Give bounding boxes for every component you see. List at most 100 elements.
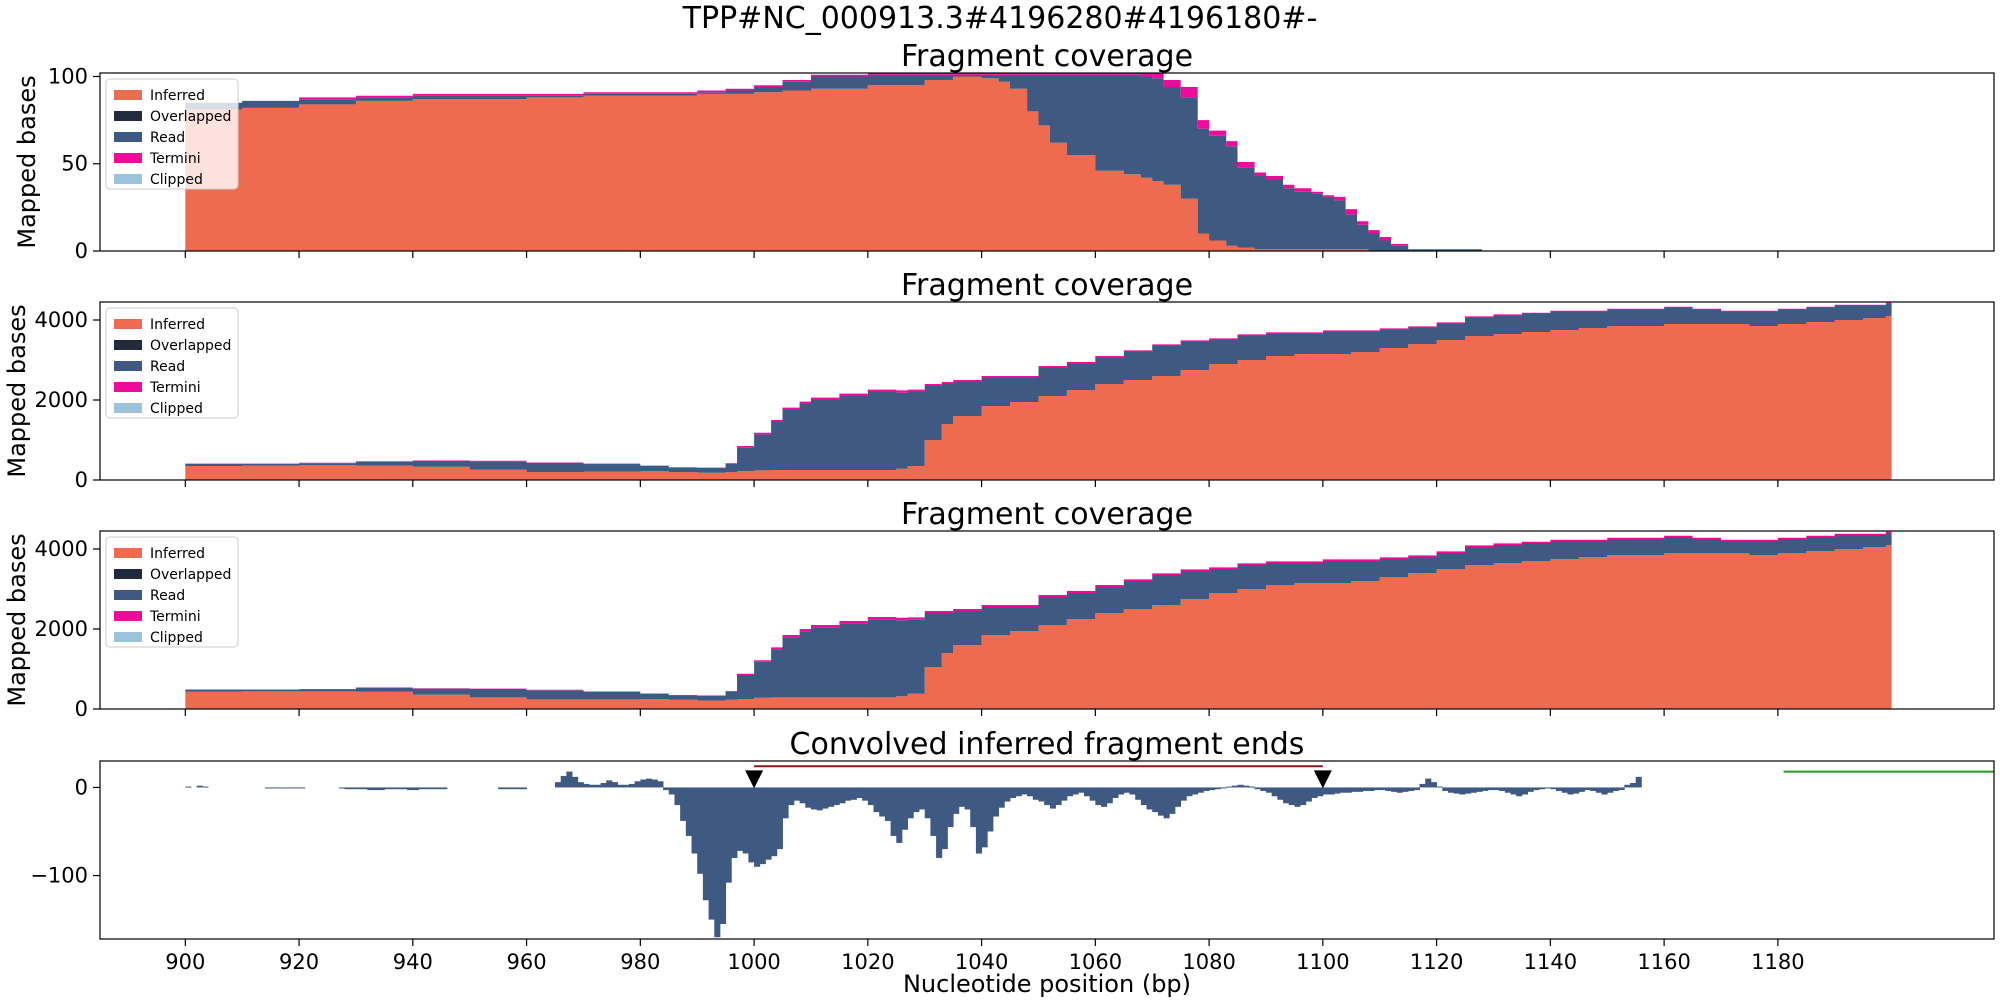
conv-bar — [1032, 787, 1039, 800]
legend-swatch-clipped — [114, 632, 142, 642]
conv-bar — [964, 787, 971, 810]
legend-label-clipped: Clipped — [150, 401, 203, 417]
legend-label-inferred: Inferred — [150, 546, 205, 562]
conv-bar — [1231, 785, 1238, 788]
panel-3-ylabel: Mapped bases — [3, 533, 31, 706]
conv-bar — [401, 787, 408, 790]
conv-bar — [355, 787, 363, 790]
conv-bar — [1061, 787, 1068, 801]
breakpoint-marker — [1313, 770, 1332, 789]
conv-bar — [1635, 776, 1642, 788]
x-tick-label: 1160 — [1637, 950, 1690, 974]
conv-bar — [788, 787, 795, 806]
conv-bar — [1163, 787, 1170, 819]
conv-bar — [731, 787, 738, 858]
conv-bar — [919, 787, 926, 810]
conv-bar — [1260, 787, 1267, 791]
conv-bar — [850, 787, 857, 800]
x-tick-label: 1140 — [1524, 950, 1577, 974]
panel-4: Convolved inferred fragment ends −100 0 90… — [30, 727, 1995, 974]
legend-label-read: Read — [150, 359, 185, 375]
conv-bar — [1248, 786, 1255, 788]
conv-bar — [941, 787, 948, 850]
conv-bar — [1561, 787, 1568, 793]
conv-bar — [1487, 787, 1494, 791]
x-tick-label: 1100 — [1296, 950, 1349, 974]
conv-bar — [828, 787, 835, 807]
conv-bar — [708, 787, 715, 920]
conv-bar — [1203, 787, 1210, 791]
conv-bar — [873, 787, 880, 813]
conv-bar — [520, 787, 527, 790]
conv-bar — [685, 787, 692, 836]
conv-bar — [1118, 787, 1125, 795]
conv-bar — [1294, 787, 1301, 807]
conv-bar — [930, 787, 937, 836]
panel-3-title: Fragment coverage — [901, 497, 1193, 532]
conv-bar — [367, 787, 374, 791]
x-tick-label: 1040 — [955, 950, 1008, 974]
conv-bar — [998, 787, 1005, 808]
y-tick-label: 4000 — [35, 308, 88, 332]
legend-label-inferred: Inferred — [150, 88, 205, 104]
x-tick-label: 1000 — [727, 950, 780, 974]
conv-bar — [1345, 787, 1352, 793]
panel-1-legend: Inferred Overlapped Read Termini Clipped — [105, 78, 239, 190]
conv-bar — [1072, 787, 1079, 795]
series-inferred-area — [185, 316, 1892, 480]
conv-bar — [1140, 787, 1147, 806]
legend-label-overlapped: Overlapped — [150, 338, 231, 354]
conv-bar — [1334, 787, 1341, 794]
conv-bar — [1356, 787, 1364, 792]
conv-bar — [1277, 787, 1284, 800]
legend-swatch-inferred — [114, 548, 142, 558]
conv-bar — [1300, 787, 1307, 806]
conv-bar — [1271, 787, 1278, 797]
conv-bar — [1436, 786, 1443, 788]
x-tick-label: 940 — [393, 950, 433, 974]
panel-3-frame — [99, 530, 1995, 710]
conv-bar — [361, 787, 368, 790]
conv-bar — [373, 787, 380, 791]
conv-bar — [1374, 787, 1381, 791]
conv-bar — [412, 787, 419, 791]
conv-bar — [1556, 787, 1563, 791]
conv-bar — [890, 787, 897, 836]
conv-bar — [407, 787, 414, 791]
conv-bar — [1607, 787, 1614, 793]
conv-bar — [1527, 787, 1534, 792]
conv-bar — [282, 787, 289, 789]
conv-bar — [822, 787, 829, 809]
series-inferred-area — [185, 76, 1488, 251]
conv-bar — [395, 787, 402, 790]
legend-swatch-termini — [114, 611, 142, 621]
conv-bar — [1442, 787, 1449, 791]
conv-bar — [719, 787, 727, 925]
conv-bar — [338, 787, 345, 789]
conv-bar — [264, 787, 272, 789]
conv-bar — [1573, 787, 1580, 794]
conv-bar — [759, 787, 766, 865]
conv-bar — [725, 787, 732, 883]
conv-bar — [1027, 787, 1034, 797]
conv-bar — [1465, 787, 1472, 794]
conv-bar — [1226, 786, 1233, 788]
x-tick-label: 1080 — [1182, 950, 1235, 974]
conv-bar — [1590, 787, 1597, 791]
conv-bar — [1567, 787, 1574, 795]
y-tick-label: −100 — [30, 864, 88, 888]
legend-label-inferred: Inferred — [150, 317, 205, 333]
legend-swatch-overlapped — [114, 111, 142, 121]
legend-swatch-termini — [114, 153, 142, 163]
conv-bar — [714, 787, 721, 938]
legend-label-overlapped: Overlapped — [150, 109, 231, 125]
conv-bar — [640, 779, 647, 788]
conv-bar — [1493, 787, 1500, 791]
conv-bar — [1044, 787, 1051, 806]
conv-bar — [1038, 787, 1045, 802]
conv-bar — [1169, 787, 1176, 814]
conv-bar — [196, 785, 203, 788]
panel-4-title: Convolved inferred fragment ends — [790, 727, 1305, 762]
conv-bar — [1504, 787, 1511, 793]
conv-bar — [384, 787, 391, 790]
